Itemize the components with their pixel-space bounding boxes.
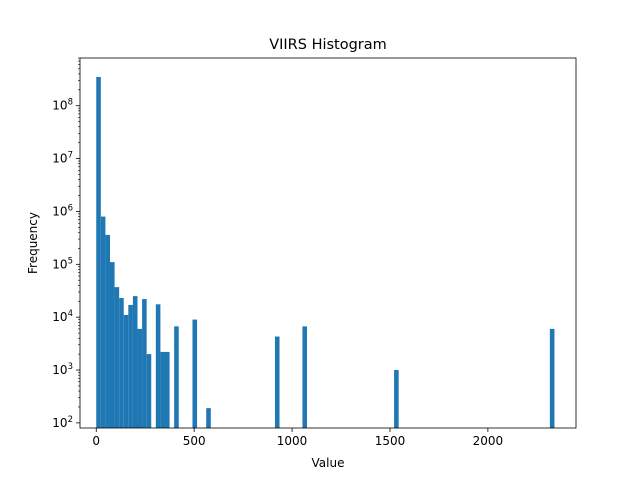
y-tick-label: 104: [52, 309, 73, 324]
x-tick-label: 2000: [473, 434, 504, 448]
x-tick-label: 1000: [277, 434, 308, 448]
x-tick-label: 1500: [375, 434, 406, 448]
histogram-bar: [146, 354, 152, 428]
y-tick-label: 103: [52, 362, 73, 377]
histogram-bar: [549, 328, 555, 428]
x-ticks: 0 500 1000 1500 2000: [92, 428, 503, 448]
histogram-bar: [274, 336, 280, 428]
y-tick-label: 106: [52, 203, 73, 218]
y-ticks: 102 103 104 105 106 107 108: [52, 57, 80, 430]
chart-title: VIIRS Histogram: [269, 37, 387, 53]
histogram-bar: [164, 351, 170, 428]
histogram-bar: [137, 328, 143, 428]
y-tick-label: 107: [52, 151, 73, 166]
x-axis-label: Value: [312, 456, 345, 470]
x-tick-label: 500: [183, 434, 206, 448]
histogram-bar: [105, 234, 110, 428]
histogram-bar: [96, 76, 101, 428]
y-tick-label: 108: [52, 98, 73, 113]
histogram-bar: [302, 326, 308, 428]
histogram-bar: [128, 304, 133, 428]
histogram-bar: [394, 370, 399, 428]
histogram-bar: [155, 304, 161, 428]
histogram-bar: [100, 216, 106, 428]
y-tick-label: 102: [52, 415, 73, 430]
histogram-bar: [206, 408, 211, 428]
bars: [96, 76, 555, 428]
histogram-bar: [114, 287, 120, 428]
histogram-bar: [160, 351, 165, 428]
plot-frame: [79, 57, 577, 429]
histogram-bar: [142, 299, 147, 428]
histogram-bar: [192, 319, 198, 428]
y-tick-label: 105: [52, 256, 73, 271]
y-axis-label: Frequency: [26, 212, 40, 274]
histogram-bar: [119, 298, 124, 428]
histogram-bar: [110, 262, 115, 428]
histogram-bar: [123, 314, 129, 428]
histogram-bar: [132, 296, 138, 428]
x-tick-label: 0: [92, 434, 100, 448]
histogram-bar: [174, 326, 179, 428]
